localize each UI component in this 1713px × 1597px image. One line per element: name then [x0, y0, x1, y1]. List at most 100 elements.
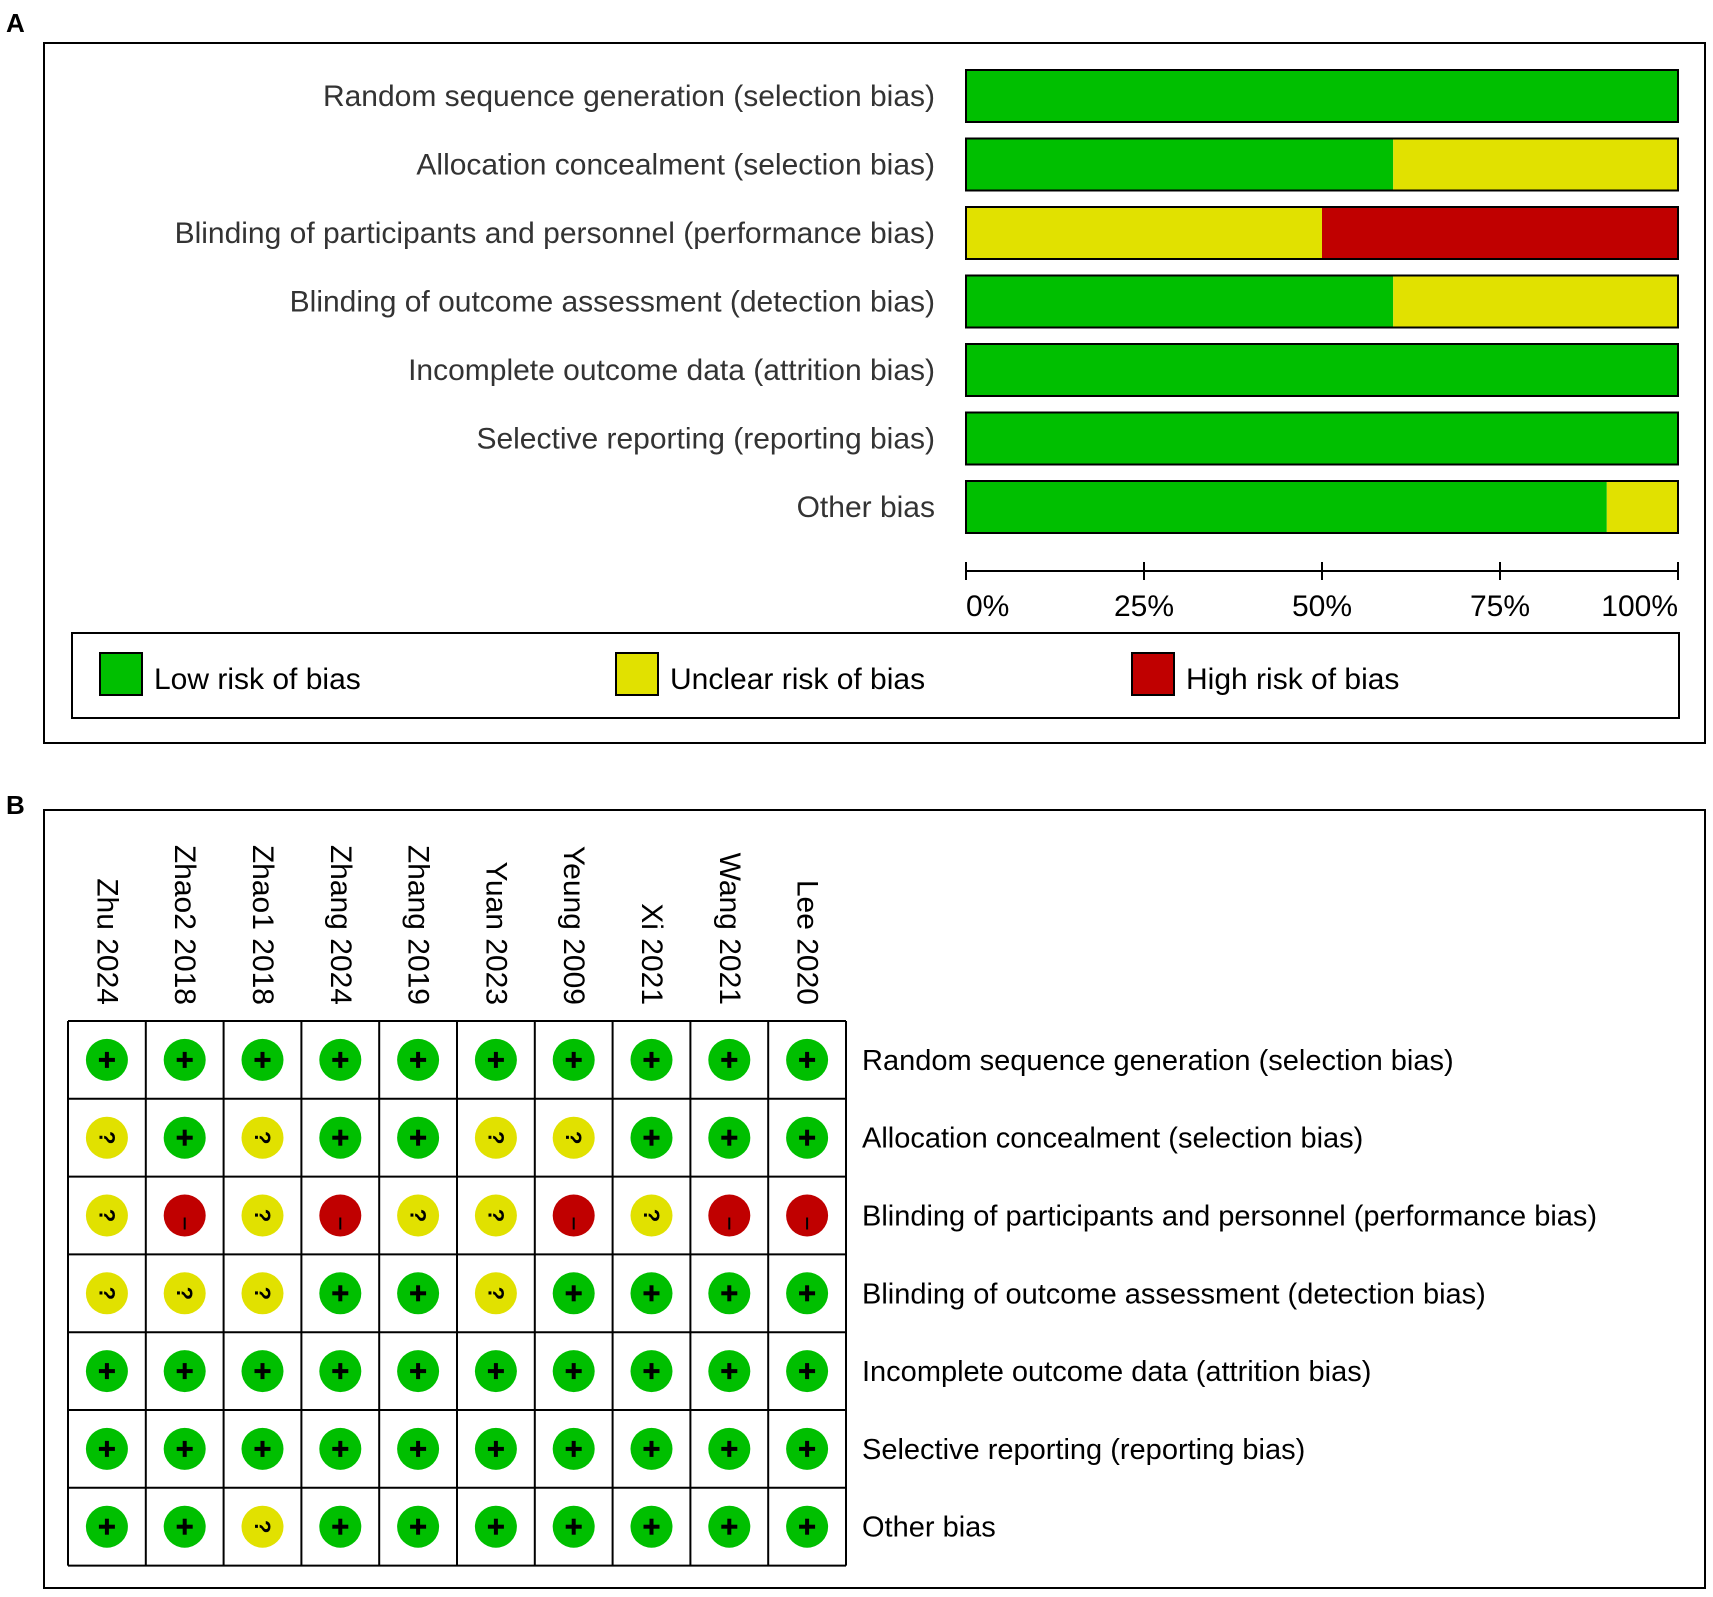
panel-label-a: A [6, 8, 25, 38]
judgement-low [397, 1427, 440, 1470]
judgement-unclear: ? [397, 1194, 440, 1237]
domain-label: Other bias [862, 1512, 996, 1544]
judgement-dot [474, 1116, 517, 1159]
legend-label: Unclear risk of bias [670, 663, 925, 696]
judgement-dot [163, 1194, 206, 1237]
x-tick-label: 25% [1114, 590, 1174, 623]
bar-outline [965, 206, 1679, 260]
judgement-low [474, 1427, 517, 1470]
judgement-dot [708, 1194, 751, 1237]
judgement-dot [552, 1194, 595, 1237]
judgement-low [630, 1116, 673, 1159]
judgement-low [552, 1350, 595, 1393]
plus-mark-v [727, 1285, 732, 1302]
study-label: Zhao1 2018 [246, 845, 279, 1005]
plus-mark-v [649, 1285, 654, 1302]
plus-mark-v [260, 1440, 265, 1457]
study-label: Yuan 2023 [479, 862, 512, 1005]
judgement-low [397, 1350, 440, 1393]
judgement-dot [552, 1116, 595, 1159]
plus-mark-v [571, 1518, 576, 1535]
judgement-unclear: ? [241, 1116, 284, 1159]
bar-segment-low [966, 412, 1678, 465]
judgement-low [786, 1272, 829, 1315]
category-label: Blinding of outcome assessment (detectio… [290, 286, 935, 319]
plus-mark-v [182, 1363, 187, 1380]
legend-label: Low risk of bias [154, 663, 361, 696]
judgement-low [630, 1427, 673, 1470]
judgement-dot [397, 1194, 440, 1237]
plus-mark-v [805, 1129, 810, 1146]
judgement-unclear: ? [241, 1272, 284, 1315]
judgement-low [319, 1350, 362, 1393]
judgement-dot [474, 1272, 517, 1315]
plus-mark-v [493, 1440, 498, 1457]
plus-mark-v [338, 1363, 343, 1380]
judgement-low [708, 1116, 751, 1159]
judgement-low [397, 1038, 440, 1081]
plus-mark-v [571, 1363, 576, 1380]
judgement-low [630, 1505, 673, 1548]
minus-mark [183, 1217, 186, 1230]
judgement-unclear: ? [474, 1194, 517, 1237]
question-mark: ? [483, 1287, 508, 1300]
judgement-low [241, 1350, 284, 1393]
judgement-low [241, 1427, 284, 1470]
plus-mark-v [805, 1440, 810, 1457]
legend-swatch-unclear [615, 652, 659, 696]
plus-mark-v [104, 1518, 109, 1535]
bar-outline [965, 343, 1679, 397]
bar-segment-low [966, 275, 1394, 328]
judgement-low [786, 1116, 829, 1159]
bar-outline [965, 480, 1679, 534]
judgement-low [552, 1272, 595, 1315]
judgement-low [397, 1116, 440, 1159]
plus-mark-v [182, 1440, 187, 1457]
judgement-low [786, 1427, 829, 1470]
minus-mark [806, 1217, 809, 1230]
judgement-unclear: ? [474, 1272, 517, 1315]
study-label: Zhu 2024 [90, 878, 123, 1005]
plus-mark-v [727, 1518, 732, 1535]
plus-mark-v [727, 1440, 732, 1457]
plus-mark-v [182, 1129, 187, 1146]
category-label: Blinding of participants and personnel (… [175, 217, 935, 250]
panel-a-x-axis: 0% 25% 50% 75% 100% [965, 562, 1679, 623]
judgement-low [319, 1505, 362, 1548]
plus-mark-v [805, 1363, 810, 1380]
judgement-low [552, 1505, 595, 1548]
bar-segment-high [1322, 207, 1678, 259]
judgement-unclear: ? [85, 1116, 128, 1159]
question-mark: ? [483, 1209, 508, 1222]
question-mark: ? [250, 1287, 275, 1300]
category-label: Incomplete outcome data (attrition bias) [408, 354, 935, 387]
plus-mark-v [493, 1518, 498, 1535]
question-mark: ? [94, 1131, 119, 1144]
bar-segment-unclear [1606, 481, 1678, 533]
panel-b-study-labels: Zhu 2024 Zhao2 2018 Zhao1 2018 Zhang 2024 Zh… [90, 845, 823, 1005]
plus-mark-v [493, 1363, 498, 1380]
judgement-low [85, 1350, 128, 1393]
plus-mark-v [260, 1051, 265, 1068]
judgement-unclear: ? [241, 1194, 284, 1237]
judgement-low [319, 1427, 362, 1470]
judgement-dot [85, 1116, 128, 1159]
plus-mark-v [416, 1285, 421, 1302]
plus-mark-v [416, 1518, 421, 1535]
study-label: Lee 2020 [791, 880, 824, 1005]
plus-mark-v [805, 1518, 810, 1535]
judgement-unclear: ? [85, 1194, 128, 1237]
judgement-dot [786, 1194, 829, 1237]
judgement-low [552, 1427, 595, 1470]
legend-swatch-low [99, 652, 143, 696]
judgement-unclear: ? [163, 1272, 206, 1315]
judgement-dot [241, 1272, 284, 1315]
judgement-low [241, 1038, 284, 1081]
domain-label: Allocation concealment (selection bias) [862, 1123, 1363, 1155]
x-tick-label: 75% [1470, 590, 1530, 623]
panel-label-b: B [6, 790, 25, 820]
judgement-low [630, 1350, 673, 1393]
question-mark: ? [250, 1520, 275, 1533]
judgement-low [163, 1427, 206, 1470]
